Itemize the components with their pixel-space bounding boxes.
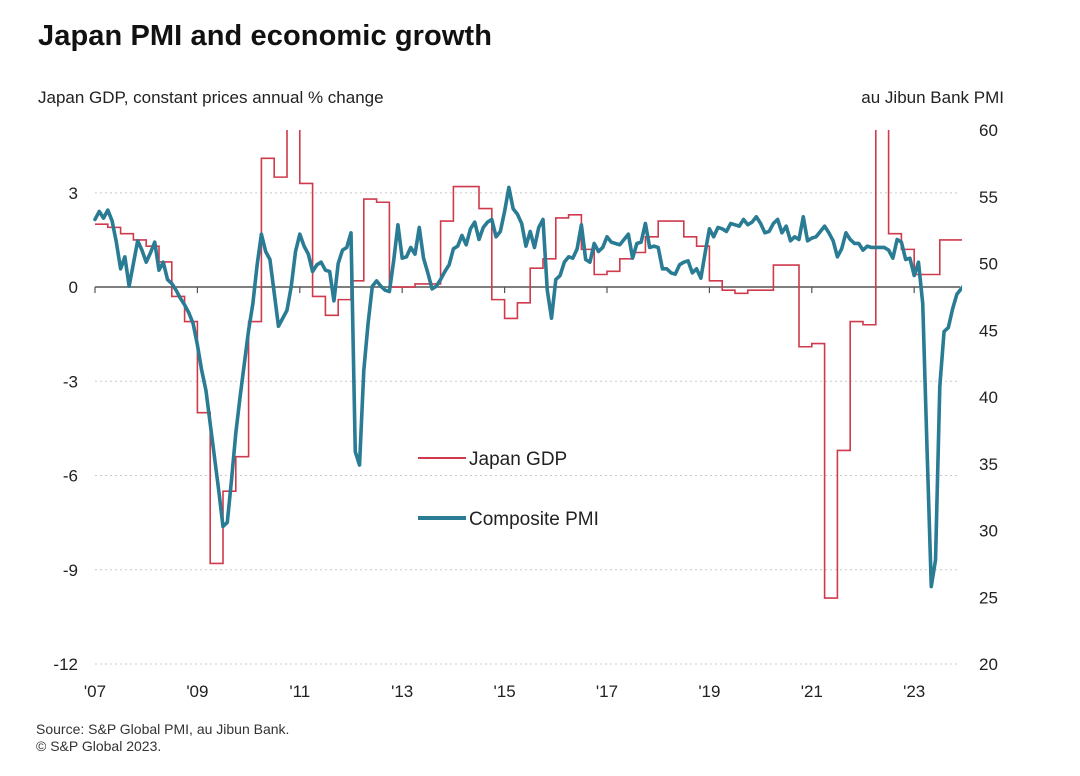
left-tick-label: -9 <box>63 561 78 580</box>
source-line: Source: S&P Global PMI, au Jibun Bank. <box>36 721 290 737</box>
source-note: Source: S&P Global PMI, au Jibun Bank. ©… <box>36 721 289 755</box>
series-line-japan-gdp <box>95 130 962 599</box>
right-tick-label: 40 <box>979 388 998 407</box>
x-tick-label: '11 <box>289 682 310 701</box>
right-tick-label: 50 <box>979 255 998 274</box>
chart-title: Japan PMI and economic growth <box>38 20 493 52</box>
right-tick-label: 25 <box>979 588 998 607</box>
x-tick-label: '17 <box>596 682 618 701</box>
x-axis-ticks: '07 '09 '11 '13 '15 '17 '19 '21 '23 <box>84 682 925 701</box>
left-axis-label: Japan GDP, constant prices annual % chan… <box>38 88 384 107</box>
x-tick-label: '09 <box>186 682 208 701</box>
x-tick-label: '19 <box>698 682 720 701</box>
left-tick-label: -6 <box>63 467 78 486</box>
left-tick-label: 0 <box>69 278 78 297</box>
series-line-composite-pmi <box>93 185 962 589</box>
left-tick-label: -3 <box>63 372 78 391</box>
x-axis-tick-marks <box>94 287 915 294</box>
series-group <box>93 130 962 599</box>
left-tick-label: 3 <box>69 184 78 203</box>
right-tick-label: 30 <box>979 522 998 541</box>
x-tick-label: '13 <box>391 682 413 701</box>
right-tick-label: 60 <box>979 121 998 140</box>
x-tick-label: '23 <box>903 682 925 701</box>
x-tick-label: '07 <box>84 682 106 701</box>
left-axis-ticks: -12 -9 -6 -3 0 3 <box>53 184 78 674</box>
right-tick-label: 45 <box>979 321 998 340</box>
right-axis-ticks: 20 25 30 35 40 45 50 55 60 <box>979 121 998 674</box>
right-tick-label: 55 <box>979 188 998 207</box>
left-tick-label: -12 <box>53 655 78 674</box>
right-tick-label: 20 <box>979 655 998 674</box>
right-axis-label: au Jibun Bank PMI <box>861 88 1004 107</box>
copyright-line: © S&P Global 2023. <box>36 738 162 754</box>
legend-label-pmi: Composite PMI <box>469 509 599 530</box>
right-tick-label: 35 <box>979 455 998 474</box>
gridlines <box>95 192 960 665</box>
legend-label-gdp: Japan GDP <box>469 449 567 470</box>
x-tick-label: '15 <box>494 682 516 701</box>
legend: Japan GDP Composite PMI <box>418 449 599 530</box>
x-tick-label: '21 <box>801 682 823 701</box>
